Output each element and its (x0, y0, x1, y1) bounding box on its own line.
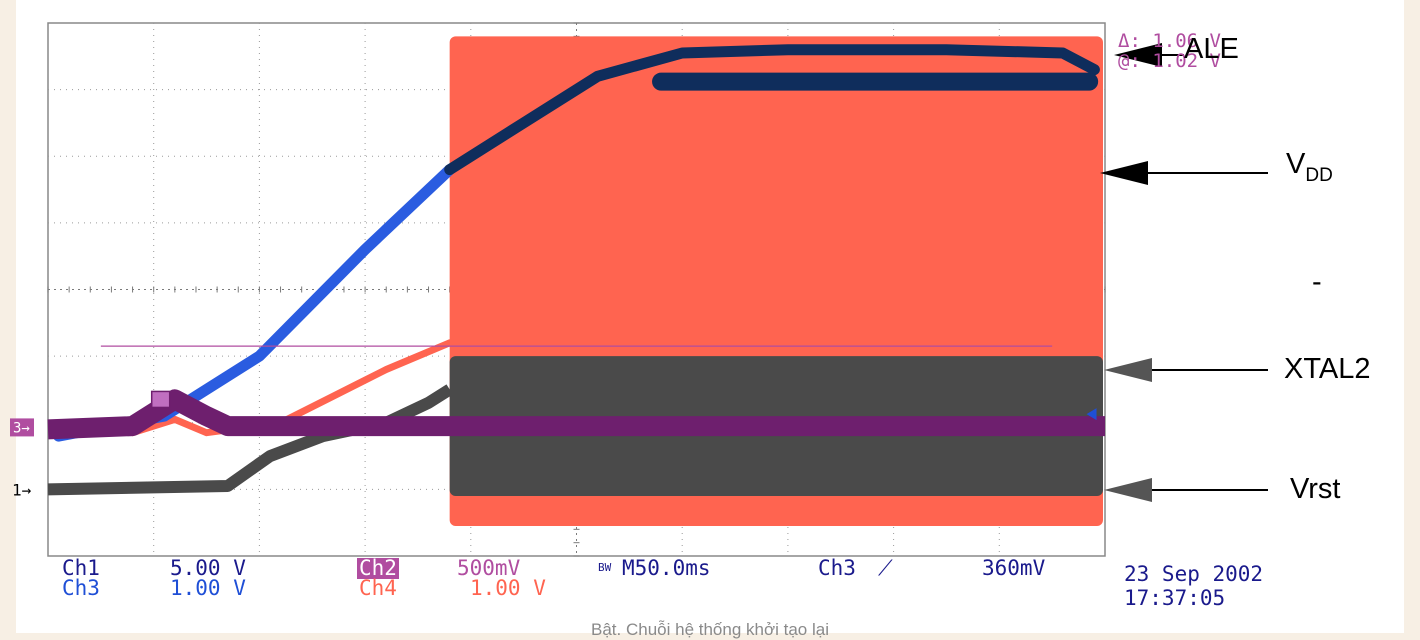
readout-ch4-scale: 1.00 V (470, 576, 546, 600)
xtal2-arrow-icon (1104, 358, 1152, 382)
ale-arrow-icon (1114, 43, 1162, 67)
series-vdd-line (444, 44, 1100, 176)
label-vdd: VDD (1286, 148, 1333, 186)
caption: Bật. Chuỗi hệ thống khởi tạo lại (591, 620, 829, 639)
vdd-arrow-icon (1100, 161, 1148, 185)
readout-time: 17:37:05 (1124, 586, 1226, 610)
measurement-at: @: 1.02 V (1118, 50, 1221, 72)
ch3-ground-marker: 3→ (13, 420, 30, 436)
readout-ch4: Ch4 (359, 576, 397, 600)
measurement-delta: Δ: 1.06 V (1118, 30, 1221, 52)
label-vdd-main: V (1286, 148, 1306, 180)
label-vdd-sub: DD (1305, 165, 1333, 186)
label-dash: - (1312, 266, 1322, 298)
readout-trigger-channel: Ch3 (818, 556, 856, 580)
readout-ch1-scale: 5.00 V (170, 556, 246, 580)
label-ale: ALE (1184, 33, 1239, 65)
readout-trigger-level: 360mV (982, 556, 1046, 580)
trigger-slope-icon: ⟋ (878, 556, 893, 580)
label-arrows (1100, 43, 1268, 502)
ch3-ground-marker-bg (10, 418, 34, 437)
trigger-position-marker (1086, 408, 1097, 421)
readout-bw: BW (598, 561, 612, 574)
readout-ch2: Ch2 (357, 556, 399, 580)
readout-ch2-scale: 500mV (457, 556, 521, 580)
ch1-ground-marker: 1→ (12, 480, 32, 499)
series-vrst-line (47, 389, 1105, 440)
readout-timebase: M50.0ms (622, 556, 711, 580)
traces (47, 36, 1105, 527)
label-xtal2: XTAL2 (1284, 353, 1371, 385)
readout-date: 23 Sep 2002 (1124, 562, 1264, 586)
readout-ch1: Ch1 (62, 556, 100, 580)
markers: 1→ 3→ (10, 390, 1097, 499)
vrst-arrow-icon (1104, 478, 1152, 502)
readout-ch3: Ch3 (62, 576, 100, 600)
trigger-marker-icon (150, 390, 171, 409)
readout-ch3-scale: 1.00 V (170, 576, 246, 600)
label-vrst: Vrst (1290, 473, 1341, 505)
